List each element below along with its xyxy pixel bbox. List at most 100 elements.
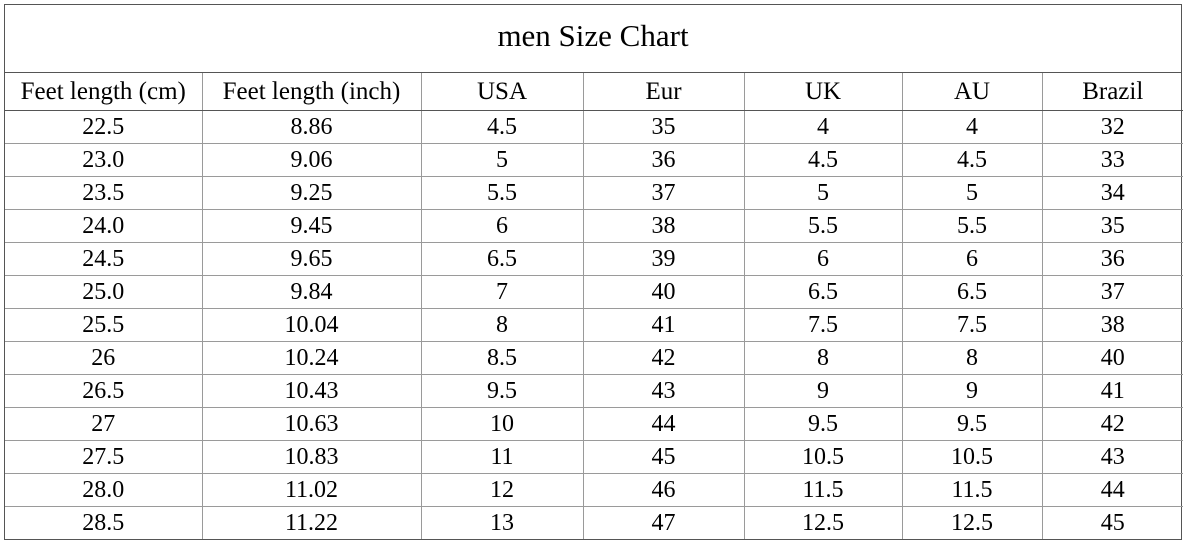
cell-cm: 27	[5, 407, 203, 441]
cell-uk: 8	[744, 341, 903, 375]
header-feet-length-inch: Feet length (inch)	[202, 73, 422, 111]
table-body: 22.5 8.86 4.5 35 4 4 32 23.0 9.06 5 36 4.5 4.5 33 23.5…	[5, 110, 1183, 539]
cell-cm: 28.0	[5, 473, 203, 507]
cell-inch: 10.43	[202, 374, 422, 408]
cell-eur: 39	[583, 242, 745, 276]
cell-uk: 4.5	[744, 143, 903, 177]
header-usa: USA	[421, 73, 584, 111]
cell-inch: 10.04	[202, 308, 422, 342]
cell-cm: 22.5	[5, 110, 203, 144]
table-row: 25.5 10.04 8 41 7.5 7.5 38	[5, 308, 1183, 342]
cell-usa: 5	[421, 143, 584, 177]
cell-cm: 25.5	[5, 308, 203, 342]
cell-au: 12.5	[902, 506, 1043, 539]
table-row: 24.0 9.45 6 38 5.5 5.5 35	[5, 209, 1183, 243]
cell-inch: 9.84	[202, 275, 422, 309]
cell-au: 8	[902, 341, 1043, 375]
cell-cm: 23.5	[5, 176, 203, 210]
cell-eur: 37	[583, 176, 745, 210]
cell-cm: 24.5	[5, 242, 203, 276]
cell-eur: 36	[583, 143, 745, 177]
cell-eur: 40	[583, 275, 745, 309]
cell-usa: 8	[421, 308, 584, 342]
header-feet-length-cm: Feet length (cm)	[5, 73, 203, 111]
cell-au: 9.5	[902, 407, 1043, 441]
cell-eur: 47	[583, 506, 745, 539]
cell-cm: 23.0	[5, 143, 203, 177]
chart-title: men Size Chart	[5, 5, 1181, 73]
cell-brazil: 40	[1042, 341, 1183, 375]
header-eur: Eur	[583, 73, 745, 111]
table-row: 26 10.24 8.5 42 8 8 40	[5, 341, 1183, 375]
cell-brazil: 34	[1042, 176, 1183, 210]
cell-uk: 10.5	[744, 440, 903, 474]
cell-au: 7.5	[902, 308, 1043, 342]
table-row: 28.5 11.22 13 47 12.5 12.5 45	[5, 506, 1183, 539]
cell-brazil: 41	[1042, 374, 1183, 408]
cell-eur: 43	[583, 374, 745, 408]
cell-brazil: 36	[1042, 242, 1183, 276]
cell-cm: 24.0	[5, 209, 203, 243]
cell-au: 5	[902, 176, 1043, 210]
cell-au: 6.5	[902, 275, 1043, 309]
cell-brazil: 43	[1042, 440, 1183, 474]
cell-inch: 11.02	[202, 473, 422, 507]
cell-usa: 8.5	[421, 341, 584, 375]
cell-cm: 27.5	[5, 440, 203, 474]
cell-brazil: 38	[1042, 308, 1183, 342]
cell-brazil: 35	[1042, 209, 1183, 243]
table-row: 25.0 9.84 7 40 6.5 6.5 37	[5, 275, 1183, 309]
cell-eur: 35	[583, 110, 745, 144]
table-row: 26.5 10.43 9.5 43 9 9 41	[5, 374, 1183, 408]
header-row: Feet length (cm) Feet length (inch) USA …	[5, 73, 1183, 111]
cell-usa: 5.5	[421, 176, 584, 210]
cell-au: 10.5	[902, 440, 1043, 474]
cell-inch: 8.86	[202, 110, 422, 144]
size-table: Feet length (cm) Feet length (inch) USA …	[5, 73, 1183, 539]
cell-inch: 9.06	[202, 143, 422, 177]
cell-au: 11.5	[902, 473, 1043, 507]
table-row: 23.5 9.25 5.5 37 5 5 34	[5, 176, 1183, 210]
cell-uk: 6.5	[744, 275, 903, 309]
cell-cm: 25.0	[5, 275, 203, 309]
cell-uk: 6	[744, 242, 903, 276]
table-row: 23.0 9.06 5 36 4.5 4.5 33	[5, 143, 1183, 177]
cell-usa: 6.5	[421, 242, 584, 276]
table-row: 28.0 11.02 12 46 11.5 11.5 44	[5, 473, 1183, 507]
cell-usa: 9.5	[421, 374, 584, 408]
cell-eur: 42	[583, 341, 745, 375]
cell-brazil: 45	[1100, 509, 1125, 536]
cell-brazil: 44	[1042, 473, 1183, 507]
table-row: 22.5 8.86 4.5 35 4 4 32	[5, 110, 1183, 144]
cell-uk: 9.5	[744, 407, 903, 441]
cell-inch: 9.45	[202, 209, 422, 243]
cell-usa: 13	[421, 506, 584, 539]
cell-cm: 26	[5, 341, 203, 375]
cell-inch: 10.24	[202, 341, 422, 375]
cell-au: 4	[902, 110, 1043, 144]
cell-uk: 4	[744, 110, 903, 144]
cell-brazil: 33	[1042, 143, 1183, 177]
cell-usa: 10	[421, 407, 584, 441]
cell-au: 6	[902, 242, 1043, 276]
cell-eur: 38	[583, 209, 745, 243]
cell-uk: 7.5	[744, 308, 903, 342]
cell-au: 9	[902, 374, 1043, 408]
table-row: 27 10.63 10 44 9.5 9.5 42	[5, 407, 1183, 441]
cell-inch: 10.83	[202, 440, 422, 474]
cell-au: 5.5	[902, 209, 1043, 243]
cell-usa: 11	[421, 440, 584, 474]
cell-inch: 10.63	[202, 407, 422, 441]
cell-inch: 9.65	[202, 242, 422, 276]
cell-brazil: 42	[1042, 407, 1183, 441]
cell-usa: 4.5	[421, 110, 584, 144]
cell-uk: 5	[744, 176, 903, 210]
cell-usa: 6	[421, 209, 584, 243]
table-row: 27.5 10.83 11 45 10.5 10.5 43	[5, 440, 1183, 474]
cell-uk: 11.5	[744, 473, 903, 507]
cell-cm: 26.5	[5, 374, 203, 408]
header-brazil: Brazil	[1042, 73, 1183, 111]
cell-eur: 44	[583, 407, 745, 441]
cell-au: 4.5	[902, 143, 1043, 177]
cell-uk: 5.5	[744, 209, 903, 243]
